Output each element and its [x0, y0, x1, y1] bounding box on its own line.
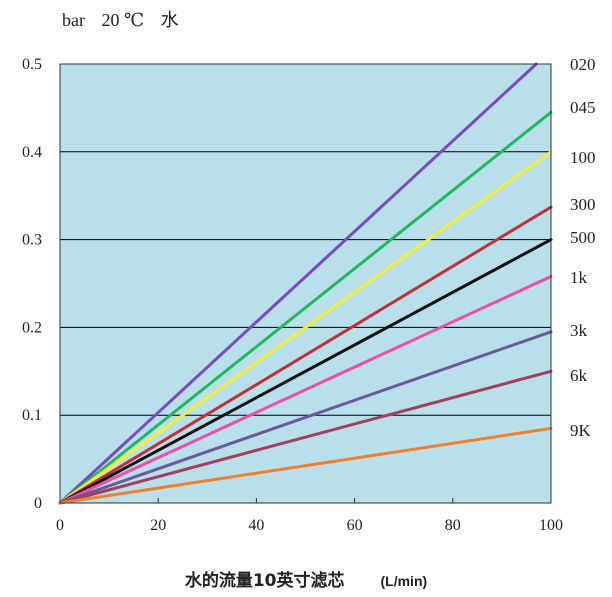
- x-axis-title: 水的流量10英寸滤芯 (L/min): [0, 566, 612, 591]
- series-label-1k: 1k: [570, 268, 588, 287]
- series-line-6k: [58, 369, 553, 505]
- series-label-500: 500: [570, 228, 596, 247]
- medium-label: 水: [160, 10, 179, 30]
- series-line-3k: [58, 330, 553, 505]
- series-label-045: 045: [570, 98, 596, 117]
- series-line-300: [58, 205, 553, 505]
- series-line-020: [58, 62, 538, 505]
- series-label-9K: 9K: [570, 421, 592, 440]
- pressure-unit: bar: [62, 10, 85, 30]
- series-label-3k: 3k: [570, 321, 588, 340]
- x-tick-label: 40: [248, 517, 264, 534]
- y-tick-label: 0.2: [22, 319, 42, 336]
- x-tick-label: 100: [539, 517, 563, 534]
- series-line-9K: [58, 426, 553, 505]
- chart-header: bar 20 ℃ 水: [62, 6, 191, 32]
- series-line-500: [58, 238, 553, 505]
- x-axis-unit: (L/min): [380, 573, 428, 589]
- series-labels: 020 045 100 300 500 1k 3k 6k 9K: [570, 55, 596, 440]
- plot-frame: [59, 63, 552, 504]
- x-axis: 0 20 40 60 80 100: [56, 498, 563, 534]
- y-tick-label: 0.4: [22, 144, 42, 161]
- series-lines: [58, 62, 553, 505]
- grid-lines: [60, 151, 551, 416]
- y-tick-label: 0.5: [22, 56, 42, 73]
- y-tick-label: 0: [34, 495, 42, 512]
- x-tick-label: 20: [150, 517, 166, 534]
- y-axis: 0 0.1 0.2 0.3 0.4 0.5: [22, 56, 42, 512]
- y-tick-label: 0.1: [22, 407, 42, 424]
- temperature-label: 20 ℃: [101, 10, 145, 30]
- series-label-020: 020: [570, 55, 596, 74]
- series-line-045: [58, 110, 553, 505]
- x-tick-label: 60: [347, 517, 363, 534]
- x-tick-label: 0: [56, 517, 64, 534]
- series-label-100: 100: [570, 148, 596, 167]
- series-line-100: [58, 150, 553, 505]
- series-label-6k: 6k: [570, 366, 588, 385]
- y-tick-label: 0.3: [22, 232, 42, 249]
- x-axis-label: 水的流量10英寸滤芯: [184, 571, 345, 591]
- flow-pressure-chart: 00.10.20.30.40.5 0 20 40 60 80 100 0200451003…: [22, 55, 596, 534]
- x-tick-label: 80: [445, 517, 461, 534]
- series-label-300: 300: [570, 195, 596, 214]
- series-line-1k: [58, 274, 553, 505]
